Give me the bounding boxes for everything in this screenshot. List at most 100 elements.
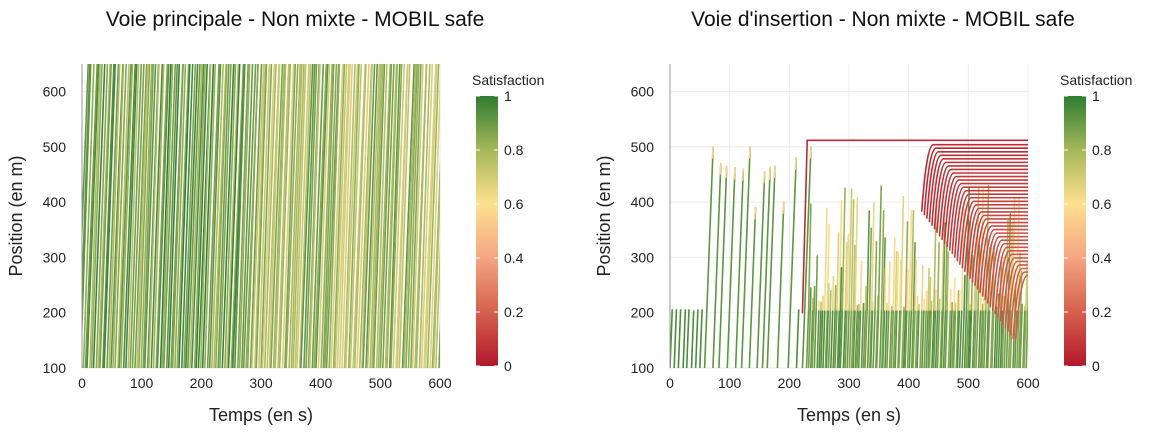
- trajectory-spike: [837, 233, 839, 310]
- chart-panel-2: Voie d'insertion - Non mixte - MOBIL saf…: [594, 8, 1132, 425]
- trajectory-line: [962, 310, 964, 368]
- colorbar-tick-label: 0.8: [504, 142, 524, 158]
- x-tick-label: 200: [778, 375, 802, 391]
- trajectory-spike: [865, 287, 866, 310]
- trajectory-tip: [749, 147, 750, 158]
- colorbar-tick-label: 0.8: [1092, 142, 1112, 158]
- trajectory-spike: [907, 270, 908, 310]
- trajectory-spike: [814, 287, 815, 310]
- trajectory-spike: [833, 276, 834, 310]
- y-tick-label: 100: [43, 360, 67, 376]
- trajectory-tip: [783, 202, 784, 213]
- x-axis-label: Temps (en s): [209, 405, 313, 425]
- series-group: [670, 140, 1029, 368]
- colorbar-tick-label: 0.6: [1092, 196, 1112, 212]
- y-tick-label: 600: [43, 84, 67, 100]
- y-axis-label: Position (en m): [594, 155, 614, 276]
- y-tick-label: 200: [43, 305, 67, 321]
- legend-title: Satisfaction: [1060, 72, 1132, 88]
- trajectory-line: [814, 310, 816, 368]
- x-axis-label: Temps (en s): [797, 405, 901, 425]
- trajectory-spike: [922, 266, 923, 310]
- trajectory-line: [691, 311, 693, 368]
- trajectory-line: [678, 310, 680, 368]
- x-tick-label: 400: [897, 375, 921, 391]
- colorbar-tick-label: 0.2: [504, 304, 524, 320]
- y-tick-label: 200: [631, 305, 655, 321]
- y-tick-label: 600: [631, 84, 655, 100]
- y-tick-label: 500: [631, 139, 655, 155]
- trajectory-line: [829, 310, 831, 368]
- trajectory-spike: [835, 286, 836, 310]
- y-tick-label: 400: [43, 194, 67, 210]
- y-tick-label: 300: [43, 249, 67, 265]
- trajectory-spike: [828, 284, 829, 310]
- trajectory-spike: [954, 278, 955, 310]
- colorbar-tick-label: 0: [504, 358, 512, 374]
- trajectory-line: [696, 310, 698, 368]
- trajectory-tip: [769, 168, 770, 179]
- trajectory-line: [873, 310, 875, 368]
- colorbar-tick-label: 1: [1092, 88, 1100, 104]
- trajectory-tip: [734, 168, 735, 179]
- trajectory-spike: [889, 262, 890, 310]
- trajectory-line: [749, 208, 755, 368]
- trajectory-line: [960, 310, 962, 368]
- trajectory-spike: [842, 188, 845, 310]
- trajectory-spike: [1026, 262, 1027, 310]
- series-group: [77, 53, 450, 368]
- trajectory-line: [796, 310, 798, 368]
- y-tick-label: 100: [631, 360, 655, 376]
- colorbar-tick-label: 0.2: [1092, 304, 1112, 320]
- trajectory-line: [683, 310, 685, 368]
- trajectory-tip: [810, 147, 811, 158]
- trajectory-spike: [893, 238, 895, 310]
- trajectory-line: [823, 310, 825, 368]
- trajectory-tip: [742, 169, 743, 180]
- colorbar-tick-label: 1: [504, 88, 512, 104]
- trajectory-line: [777, 202, 783, 368]
- trajectory-tip: [726, 166, 727, 177]
- trajectory-spike: [816, 256, 817, 310]
- trajectory-spike: [964, 275, 965, 310]
- trajectory-line: [700, 310, 702, 368]
- chart-title: Voie d'insertion - Non mixte - MOBIL saf…: [691, 8, 1075, 31]
- trajectory-spike: [885, 269, 886, 310]
- trajectory-spike: [872, 203, 874, 310]
- y-tick-label: 300: [631, 249, 655, 265]
- trajectory-line: [674, 310, 676, 368]
- trajectory-line: [849, 310, 851, 368]
- x-tick-label: 0: [666, 375, 674, 391]
- colorbar-tick-label: 0.4: [1092, 250, 1112, 266]
- trajectory-spike: [974, 286, 975, 310]
- x-tick-label: 400: [309, 375, 333, 391]
- trajectory-tip: [774, 166, 775, 177]
- colorbar: [476, 96, 498, 366]
- trajectory-tip: [720, 163, 721, 174]
- trajectory-spike: [879, 186, 882, 310]
- trajectory-spike: [928, 269, 929, 310]
- y-axis-label: Position (en m): [6, 155, 26, 276]
- trajectory-spike: [875, 242, 876, 310]
- x-tick-label: 300: [837, 375, 861, 391]
- x-tick-label: 500: [369, 375, 393, 391]
- x-tick-label: 600: [1016, 375, 1040, 391]
- colorbar: [1064, 96, 1086, 366]
- y-tick-label: 400: [631, 194, 655, 210]
- trajectory-spike: [825, 209, 827, 310]
- x-tick-label: 600: [428, 375, 452, 391]
- x-tick-label: 100: [718, 375, 742, 391]
- trajectory-spike: [870, 228, 872, 310]
- chart-title: Voie principale - Non mixte - MOBIL safe: [106, 8, 485, 31]
- trajectory-spike: [861, 261, 862, 310]
- x-tick-label: 200: [190, 375, 214, 391]
- trajectory-line: [687, 310, 689, 368]
- trajectory-spike: [930, 277, 931, 310]
- trajectory-tip: [764, 172, 765, 183]
- trajectory-line: [831, 310, 833, 368]
- chart-panel-1: Voie principale - Non mixte - MOBIL safe…: [6, 8, 544, 425]
- trajectory-spike: [841, 268, 842, 310]
- y-tick-label: 500: [43, 139, 67, 155]
